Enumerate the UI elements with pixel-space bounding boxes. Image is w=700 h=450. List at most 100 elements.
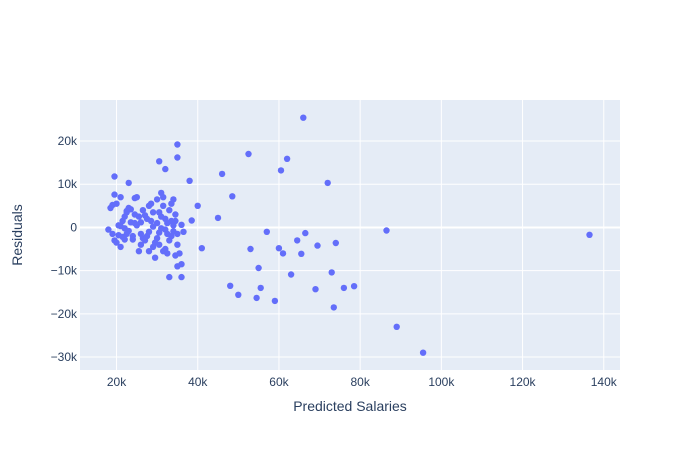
y-tick-label: −20k: [51, 307, 78, 321]
data-point: [131, 211, 138, 218]
data-point: [129, 236, 136, 243]
data-point: [139, 207, 147, 214]
data-point: [119, 233, 126, 241]
data-point: [153, 219, 161, 227]
x-axis-title: Predicted Salaries: [293, 398, 407, 414]
tick-labels: 20k 40k 60k 80k 100k 120k 140k −30k −20k −10k 0 10k…: [51, 134, 618, 389]
data-point: [245, 150, 252, 158]
data-point: [107, 204, 114, 212]
data-point: [172, 211, 179, 218]
data-point: [328, 269, 335, 276]
data-point: [117, 243, 124, 251]
x-tick-label: 120k: [510, 375, 537, 389]
data-point: [257, 284, 264, 292]
data-point: [105, 226, 112, 233]
data-point: [147, 200, 155, 207]
data-point: [145, 248, 153, 255]
x-tick-label: 80k: [350, 375, 370, 389]
data-point: [156, 241, 163, 248]
data-point: [214, 214, 222, 222]
data-point: [188, 217, 195, 224]
x-tick-label: 100k: [428, 375, 455, 389]
data-point: [180, 228, 187, 235]
data-point: [170, 196, 177, 203]
data-point: [168, 217, 175, 225]
data-point: [149, 209, 157, 216]
data-point: [383, 227, 390, 234]
data-point: [153, 196, 161, 203]
data-point: [113, 200, 120, 207]
data-point: [271, 297, 279, 305]
data-point: [111, 191, 118, 198]
data-point: [137, 241, 145, 248]
data-point: [178, 261, 185, 268]
data-point: [393, 323, 400, 330]
data-point: [247, 245, 254, 253]
y-tick-label: −30k: [51, 350, 78, 364]
data-point: [300, 114, 307, 121]
data-point: [277, 167, 285, 174]
x-tick-label: 40k: [188, 375, 208, 389]
data-point: [133, 194, 140, 201]
data-point: [194, 202, 201, 209]
data-point: [117, 194, 124, 201]
data-point: [123, 209, 130, 216]
data-point: [137, 219, 145, 226]
data-point: [302, 229, 309, 237]
data-point: [156, 158, 163, 165]
data-point: [168, 232, 175, 240]
data-point: [235, 291, 242, 298]
data-point: [135, 248, 143, 255]
data-points: [105, 114, 593, 356]
data-point: [229, 193, 236, 200]
data-point: [143, 232, 151, 240]
data-point: [158, 213, 165, 220]
data-point: [166, 207, 173, 214]
data-point: [279, 250, 287, 257]
y-tick-label: 20k: [58, 134, 78, 148]
y-tick-label: 0: [70, 220, 77, 234]
data-point: [227, 282, 234, 289]
data-point: [162, 165, 169, 173]
data-point: [324, 179, 331, 187]
data-point: [113, 239, 120, 246]
data-point: [586, 231, 593, 238]
data-point: [174, 154, 181, 161]
data-point: [350, 283, 358, 290]
data-point: [160, 202, 167, 209]
data-point: [283, 155, 291, 162]
x-tick-label: 140k: [591, 375, 618, 389]
data-point: [151, 254, 159, 261]
data-point: [172, 252, 179, 259]
y-tick-label: −10k: [51, 264, 78, 278]
data-point: [287, 271, 295, 278]
y-tick-label: 10k: [58, 177, 78, 191]
data-point: [156, 229, 163, 236]
data-point: [340, 284, 348, 292]
data-point: [253, 294, 260, 302]
data-point: [147, 217, 155, 225]
data-point: [275, 245, 283, 252]
data-point: [330, 304, 337, 311]
data-point: [218, 170, 226, 178]
x-tick-label: 60k: [269, 375, 289, 389]
data-point: [178, 221, 185, 228]
data-point: [109, 230, 116, 238]
data-point: [312, 286, 319, 293]
data-point: [166, 273, 173, 281]
data-point: [174, 241, 181, 248]
data-point: [314, 242, 321, 249]
data-point: [125, 179, 132, 187]
data-point: [153, 235, 161, 242]
data-point: [332, 239, 339, 247]
data-point: [419, 349, 427, 356]
x-tick-label: 20k: [107, 375, 127, 389]
data-point: [263, 228, 270, 235]
data-point: [160, 194, 167, 201]
data-point: [198, 245, 205, 252]
data-point: [170, 228, 177, 235]
data-point: [164, 250, 171, 257]
y-axis-title: Residuals: [9, 204, 25, 265]
data-point: [174, 141, 181, 148]
